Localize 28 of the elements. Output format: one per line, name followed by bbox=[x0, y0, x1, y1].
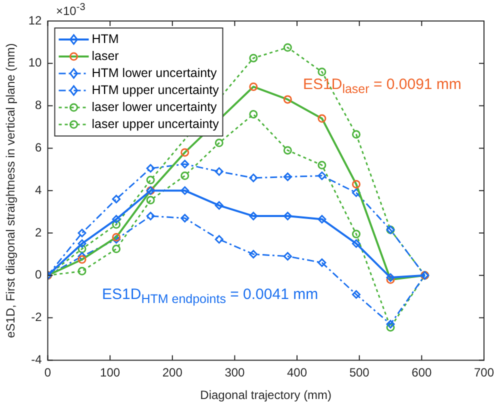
x-tick-label: 500 bbox=[349, 366, 370, 380]
legend-label: laser lower uncertainty bbox=[92, 100, 218, 114]
x-tick-label: 200 bbox=[162, 366, 183, 380]
annotation: ES1D$_{HTM endpoints}$ = 0.0041 mm bbox=[102, 286, 318, 307]
x-axis-title: Diagonal trajectory (mm) bbox=[200, 388, 332, 402]
y-tick-label: 12 bbox=[28, 13, 42, 28]
y-tick-label: -4 bbox=[31, 352, 42, 367]
y-tick-label: 0 bbox=[35, 268, 42, 282]
y-axis-title: eS1D, First diagonal straightness in vertical plane (mm) bbox=[4, 43, 18, 338]
legend-label: HTM lower uncertainty bbox=[92, 66, 218, 80]
x-tick-label: 100 bbox=[100, 366, 120, 380]
legend-label: laser bbox=[92, 48, 119, 63]
x-tick-label: 400 bbox=[287, 366, 308, 380]
y-tick-label: 4 bbox=[35, 182, 42, 197]
legend-label: laser upper uncertainty bbox=[92, 116, 220, 131]
text: ×10$^{-3}$ bbox=[56, 2, 86, 18]
y-tick-label: 2 bbox=[35, 225, 42, 240]
y-tick-label: 8 bbox=[35, 98, 42, 112]
y-tick-label: 6 bbox=[35, 140, 42, 155]
annotation: ES1D$_{laser}$ = 0.0091 mm bbox=[303, 76, 462, 97]
legend-label: HTM upper uncertainty bbox=[92, 82, 220, 97]
legend-label: HTM bbox=[92, 32, 119, 46]
x-tick-label: 700 bbox=[474, 366, 494, 380]
y-tick-label: 10 bbox=[28, 56, 42, 70]
x-tick-label: 0 bbox=[44, 366, 52, 380]
x-tick-label: 300 bbox=[224, 366, 246, 380]
y-tick-label: -2 bbox=[31, 310, 42, 324]
x-tick-label: 600 bbox=[412, 366, 432, 380]
